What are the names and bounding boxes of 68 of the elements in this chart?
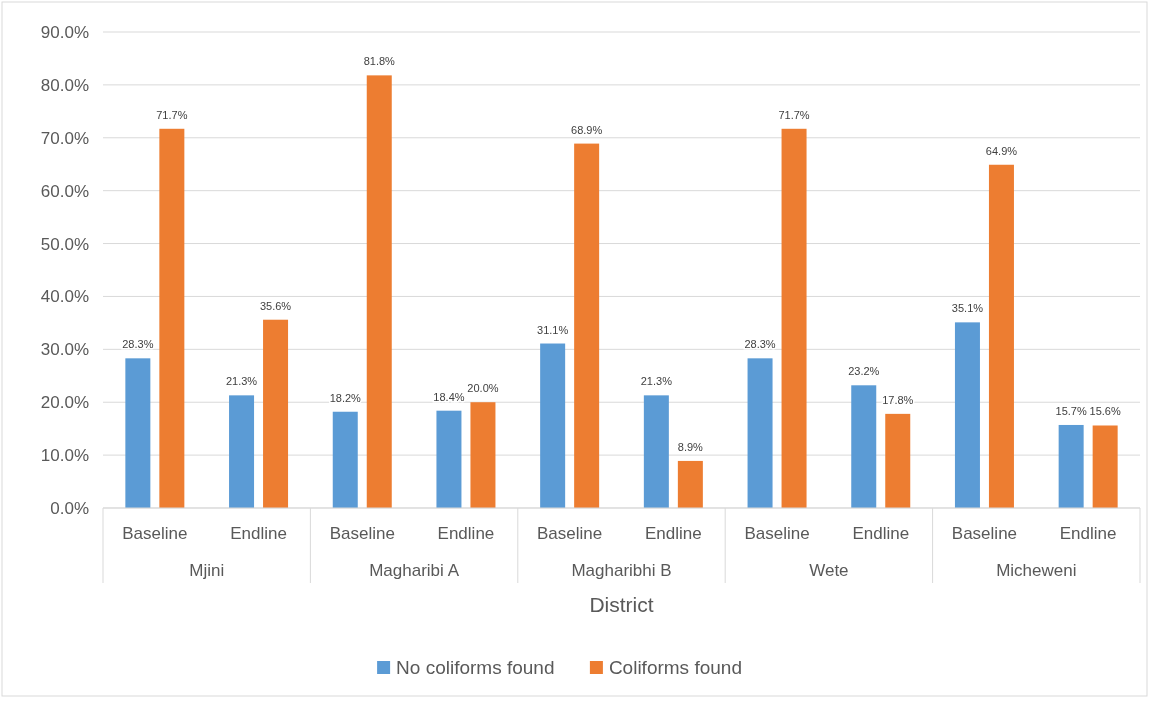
y-tick-label: 60.0% (40, 181, 89, 201)
data-label: 18.4% (433, 390, 465, 403)
bar (988, 164, 1014, 508)
bar (159, 128, 185, 508)
legend-label: No coliforms found (396, 657, 555, 678)
x-tick-label: Baseline (329, 524, 395, 543)
data-label: 15.6% (1089, 405, 1121, 418)
y-tick-label: 90.0% (40, 22, 89, 42)
y-tick-label: 0.0% (50, 498, 89, 518)
x-tick-label: Endline (230, 524, 287, 543)
data-label: 28.3% (744, 338, 776, 351)
bar (851, 385, 877, 508)
data-label: 31.1% (537, 323, 569, 336)
x-tick-label: Baseline (122, 524, 188, 543)
x-tick-label: Endline (644, 524, 702, 543)
bar (781, 128, 807, 508)
data-label: 18.2% (329, 391, 362, 404)
bar (332, 411, 358, 508)
data-label: 23.2% (848, 365, 880, 378)
y-tick-label: 70.0% (40, 128, 89, 148)
y-tick-label: 50.0% (40, 234, 89, 254)
data-label: 17.8% (882, 393, 914, 406)
x-tick-label: Baseline (537, 524, 603, 543)
data-label: 35.6% (259, 299, 292, 312)
bar (954, 322, 980, 508)
data-label: 71.7% (778, 108, 810, 121)
bar (1058, 424, 1084, 508)
x-tick-label: Endline (852, 524, 910, 543)
x-axis-title: District (589, 593, 654, 616)
bar (263, 319, 289, 508)
bar (643, 395, 669, 508)
bar (436, 410, 462, 508)
text: Mjini (189, 561, 225, 580)
bar (470, 402, 496, 508)
data-label: 71.7% (156, 108, 188, 121)
x-tick-label: Baseline (951, 524, 1018, 543)
data-label: 20.0% (467, 382, 499, 395)
text: Micheweni (996, 561, 1077, 580)
data-label: 35.1% (951, 302, 984, 315)
y-tick-label: 40.0% (40, 287, 89, 307)
y-tick-label: 80.0% (40, 75, 89, 95)
data-label: 21.3% (225, 375, 258, 388)
text: Wete (809, 561, 849, 580)
bar (366, 75, 392, 508)
x-tick-label: Baseline (744, 524, 810, 543)
bar (125, 358, 151, 508)
data-label: 21.3% (640, 375, 673, 388)
data-label: 64.9% (985, 144, 1018, 157)
bar (677, 460, 703, 508)
data-label: 8.9% (677, 440, 704, 453)
y-tick-label: 20.0% (40, 393, 89, 413)
text: Magharibhi B (571, 561, 672, 580)
y-tick-label: 30.0% (40, 340, 89, 360)
data-label: 28.3% (122, 338, 154, 351)
data-label: 68.9% (571, 123, 603, 136)
bar (540, 343, 566, 508)
bar (885, 413, 911, 508)
bar (1092, 425, 1118, 508)
text: Magharibi A (369, 561, 460, 580)
x-tick-label: Endline (437, 524, 495, 543)
bar (747, 358, 773, 508)
data-label: 81.8% (363, 55, 396, 68)
legend-label: Coliforms found (608, 657, 742, 678)
data-label: 15.7% (1055, 404, 1087, 417)
y-tick-label: 10.0% (40, 446, 89, 466)
bar (574, 143, 600, 508)
bar (229, 395, 255, 508)
x-tick-label: Endline (1059, 524, 1117, 543)
